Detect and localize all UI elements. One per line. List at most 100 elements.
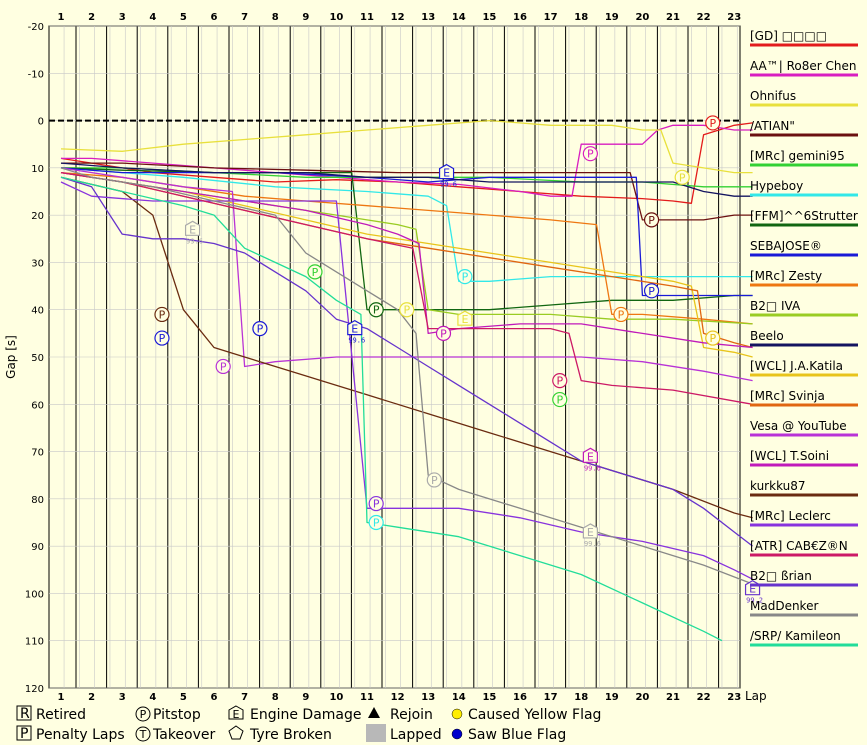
penalty-key-icon xyxy=(16,725,32,741)
x-tick-label-bottom: 18 xyxy=(574,692,588,703)
marker-value-label: 99.2 xyxy=(746,597,763,605)
marker-glyph: P xyxy=(709,117,716,130)
pitstop-marker: P xyxy=(368,302,384,318)
pitstop-marker: P xyxy=(457,269,473,285)
pitstop-marker: P xyxy=(435,325,452,341)
retired-key-icon xyxy=(16,705,32,721)
x-tick-label-bottom: 14 xyxy=(452,692,466,703)
pitstop-marker: P xyxy=(552,391,568,408)
x-tick-label-bottom: 8 xyxy=(272,692,279,703)
legend-entry-label: [MRc] Svinja xyxy=(750,389,825,403)
pitstop-marker-circle xyxy=(552,391,568,408)
blue-flag-key-label: Saw Blue Flag xyxy=(468,727,566,743)
rejoin-key-label: Rejoin xyxy=(390,707,433,723)
pitstop-marker: P xyxy=(154,330,170,346)
takeover-key-label: Takeover xyxy=(152,727,215,743)
lapped-key-label: Lapped xyxy=(390,727,442,743)
marker-value-label: 99.6 xyxy=(440,181,457,189)
marker-glyph: P xyxy=(159,332,166,345)
marker-glyph: P xyxy=(679,171,686,184)
x-axis-bottom-ticks: 1 2 3 4 5 6 7 8 9 10 11 12 13 14 15 16 17 18 19 20 21 22 23 xyxy=(58,692,742,703)
x-tick-label-top: 18 xyxy=(574,12,588,23)
yellow-flag-key-label: Caused Yellow Flag xyxy=(468,707,601,723)
engine-damage-marker: E99.6 xyxy=(184,220,203,245)
pitstop-marker-circle xyxy=(426,472,442,488)
engine-damage-marker: E99.6 xyxy=(582,447,601,472)
yellow-flag-key-icon xyxy=(451,708,463,720)
legend-entry-label: [WCL] J.A.Katila xyxy=(750,359,843,373)
marker-glyph: E xyxy=(749,583,756,596)
y-tick-label: 100 xyxy=(25,589,44,600)
legend-entry-label: [GD] □□□□ xyxy=(750,29,827,43)
marker-glyph: P xyxy=(373,498,380,511)
engine-damage-marker: E99.6 xyxy=(347,319,365,345)
marker-glyph: P xyxy=(373,304,380,317)
pitstop-marker: P xyxy=(399,302,415,318)
x-tick-label-bottom: 7 xyxy=(241,692,248,703)
pitstop-marker: P xyxy=(426,472,442,488)
x-tick-label-bottom: 13 xyxy=(421,692,435,703)
engine-damage-key-glyph: E xyxy=(233,708,240,721)
series-lines xyxy=(60,119,753,642)
pitstop-marker: P xyxy=(368,514,384,531)
takeover-key-glyph: T xyxy=(139,728,147,741)
series-line xyxy=(60,167,753,585)
rejoin-key-icon xyxy=(368,707,380,718)
pitstop-marker-circle xyxy=(643,212,660,228)
pitstop-marker: P xyxy=(643,212,660,228)
lapped-key-swatch xyxy=(366,724,386,742)
pitstop-marker-circle xyxy=(368,514,384,531)
x-tick-label-top: 23 xyxy=(727,12,741,23)
pitstop-marker-circle xyxy=(215,358,231,375)
y-axis-ticks: -20 -10 0 10 20 30 40 50 60 70 80 90 100 110 120 xyxy=(25,22,44,695)
marker-glyph: P xyxy=(257,323,264,336)
pitstop-marker: P xyxy=(705,330,721,346)
pitstop-marker: P xyxy=(552,373,568,389)
pitstop-marker-circle xyxy=(399,302,415,318)
y-tick-label: 50 xyxy=(31,353,44,364)
series-line xyxy=(60,176,753,547)
series-line xyxy=(60,171,753,349)
pitstop-marker-circle xyxy=(252,321,268,337)
legend-entry-label: [MRc] Zesty xyxy=(750,269,822,283)
marker-glyph: P xyxy=(556,375,563,388)
pitstop-marker: P xyxy=(252,321,268,337)
marker-glyph: P xyxy=(618,308,625,321)
x-axis-top-ticks: 1 2 3 4 5 6 7 8 9 10 11 12 13 14 15 16 17 18 19 20 21 22 23 xyxy=(58,12,742,23)
x-tick-label-top: 13 xyxy=(421,12,435,23)
marker-glyph: E xyxy=(351,323,358,336)
engine-damage-marker-shape xyxy=(184,220,201,236)
x-tick-label-top: 12 xyxy=(391,12,405,23)
legend: [GD] □□□□ AA™| Ro8er Chen Ohnifus/ATIAN" [M… xyxy=(750,29,858,647)
pitstop-marker-circle xyxy=(643,283,660,299)
y-tick-label: 70 xyxy=(31,448,44,459)
legend-entry-label: /ATIAN" xyxy=(750,119,795,133)
x-tick-label-bottom: 15 xyxy=(482,692,496,703)
series-line xyxy=(60,181,753,580)
x-tick-label-top: 9 xyxy=(302,12,309,23)
legend-entry-label: Ohnifus xyxy=(750,89,796,103)
x-tick-label-bottom: 1 xyxy=(58,692,65,703)
legend-entry-label: [WCL] T.Soini xyxy=(750,449,829,463)
marker-glyph: E xyxy=(189,223,196,236)
y-tick-label: 10 xyxy=(31,164,44,175)
x-tick-label-top: 6 xyxy=(211,12,218,23)
x-tick-label-top: 4 xyxy=(149,12,156,23)
marker-glyph: P xyxy=(709,332,716,345)
pitstop-marker-circle xyxy=(705,115,721,131)
marker-glyph: P xyxy=(220,360,227,373)
legend-entry-label: Vesa @ YouTube xyxy=(750,419,847,433)
series-line xyxy=(60,162,753,197)
pitstop-marker-circle xyxy=(613,306,629,323)
x-tick-label-top: 20 xyxy=(635,12,649,23)
pitstop-marker-circle xyxy=(368,495,384,512)
blue-flag-key-icon xyxy=(451,728,463,740)
x-tick-label-top: 22 xyxy=(697,12,711,23)
engine-damage-key-icon xyxy=(228,705,244,720)
series-line xyxy=(60,171,753,358)
tyre-broken-key-icon xyxy=(228,725,244,740)
engine-damage-key-label: Engine Damage xyxy=(250,707,362,723)
marker-glyph: P xyxy=(440,327,447,340)
engine-damage-marker-shape xyxy=(582,523,598,539)
